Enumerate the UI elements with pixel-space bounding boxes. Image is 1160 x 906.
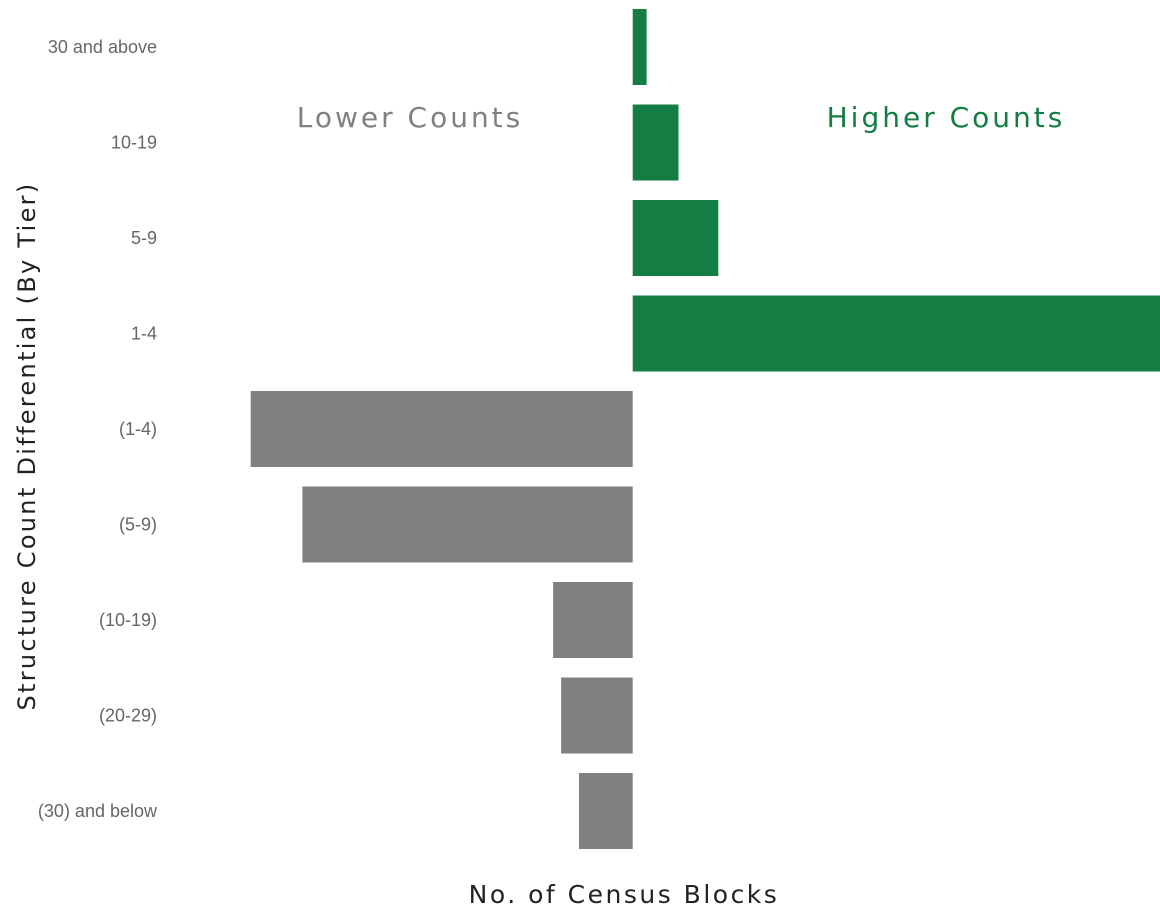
bar-9 — [579, 773, 633, 849]
category-tick-label: 30 and above — [48, 37, 157, 57]
bar-5 — [250, 391, 633, 467]
category-tick-label: 1-4 — [131, 324, 157, 344]
bar-7 — [553, 582, 633, 658]
bar-8 — [561, 677, 633, 754]
category-ticks-group: 30 and above 10-19 5-9 1-4 (1-4) (5-9) (10-19)… — [38, 37, 158, 821]
category-tick-label: (5-9) — [119, 515, 157, 535]
bar-6 — [302, 486, 633, 563]
category-tick-label: (10-19) — [99, 610, 157, 630]
category-tick-label: (30) and below — [38, 801, 158, 821]
annotation-lower-counts: Lower Counts — [297, 101, 524, 134]
category-tick-label: (1-4) — [119, 419, 157, 439]
category-tick-label: 10-19 — [111, 133, 157, 153]
bar-2 — [632, 104, 679, 181]
category-tick-label: 5-9 — [131, 228, 157, 248]
x-axis-label: No. of Census Blocks — [469, 880, 780, 906]
y-axis-label: Structure Count Differential (By Tier) — [13, 181, 41, 710]
category-tick-label: (20-29) — [99, 706, 157, 726]
bar-4 — [632, 295, 1160, 372]
annotation-higher-counts: Higher Counts — [827, 101, 1066, 134]
bar-3 — [632, 200, 719, 276]
bars-group — [250, 9, 1160, 849]
bar-1 — [632, 9, 647, 85]
